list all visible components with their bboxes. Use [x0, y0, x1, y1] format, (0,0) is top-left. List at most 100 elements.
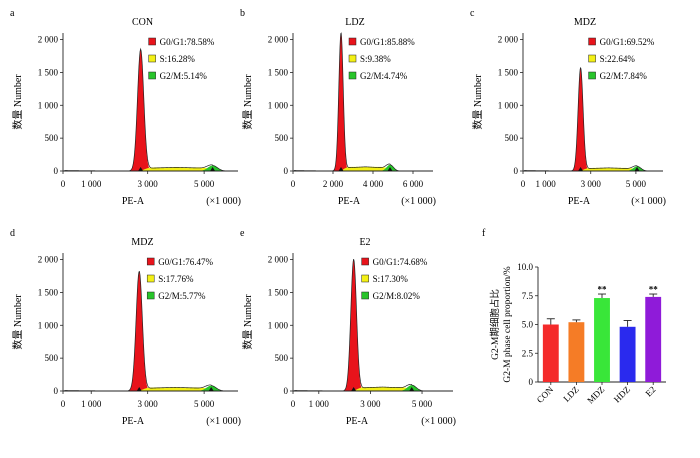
- panel-title: MDZ: [574, 17, 596, 28]
- significance-marker: **: [649, 285, 659, 295]
- panel-letter: b: [240, 8, 245, 19]
- y-axis-label: 数量 Number: [241, 294, 254, 350]
- legend-s-swatch: [361, 274, 369, 283]
- y-axis-label-en: G2-M phase cell proportion/%: [503, 266, 513, 382]
- x-axis-label: PE-A: [346, 416, 369, 427]
- legend-g2m-label: G2/M:4.74%: [360, 71, 408, 81]
- y-axis-label: 数量 Number: [471, 74, 484, 130]
- peak-marker: [409, 387, 415, 391]
- y-tick-label: 1 000: [498, 100, 519, 110]
- panel-letter: c: [470, 8, 475, 19]
- y-tick-label: 1 000: [38, 100, 59, 110]
- s-phase-area: [341, 166, 390, 171]
- y-tick-label: 1 000: [268, 320, 289, 330]
- panel-letter: f: [482, 228, 486, 239]
- x-tick-label: 3 000: [138, 179, 159, 189]
- g0g1-peak: [125, 49, 157, 171]
- x-tick-label: 1 000: [81, 399, 102, 409]
- y-tick-label: 2 000: [268, 35, 289, 45]
- histogram-panel-c: c MDZ 0 500 1 000 1 500 2 000 0 1 000 3 000 5 000 数…: [470, 8, 666, 207]
- y-tick-label: 1 500: [498, 67, 519, 77]
- panel-title: LDZ: [345, 17, 364, 28]
- x-tick-label: CON: [535, 384, 556, 405]
- y-tick-label: 10.0: [517, 262, 533, 272]
- peak-marker: [387, 167, 393, 171]
- legend-g2m-swatch: [146, 291, 155, 300]
- panel-title: CON: [132, 17, 153, 28]
- y-tick-label: 5.0: [522, 320, 534, 330]
- y-tick-label: 2 000: [498, 35, 519, 45]
- s-phase-area: [353, 387, 412, 391]
- g0g1-peak: [123, 271, 155, 391]
- x-axis-label: PE-A: [568, 196, 591, 207]
- x-tick-label: 3 000: [360, 399, 381, 409]
- y-tick-label: 500: [275, 353, 289, 363]
- x-tick-label: 5 000: [626, 179, 647, 189]
- peak-marker: [138, 167, 144, 171]
- y-tick-label: 0: [54, 166, 59, 176]
- histogram-envelope: [524, 67, 662, 172]
- peak-marker: [208, 387, 214, 391]
- histogram-envelope: [64, 270, 237, 392]
- x-tick-label: 1 000: [535, 179, 556, 189]
- x-tick-label: 5 000: [194, 179, 215, 189]
- peak-marker: [578, 167, 584, 171]
- y-tick-label: 500: [505, 133, 519, 143]
- bar-hdz: [619, 326, 636, 382]
- peak-marker: [634, 167, 640, 171]
- legend-g0g1-label: G0/G1:74.68%: [373, 257, 428, 267]
- histogram-panel-e: e E2 0 500 1 000 1 500 2 000 0 1 000 3 000 5 000 数量…: [240, 228, 456, 427]
- y-axis-label: 数量 Number: [11, 294, 24, 350]
- y-axis-label-cn: G2-M期细胞占比: [489, 289, 501, 360]
- x-tick-label: 0: [61, 399, 66, 409]
- s-phase-area: [140, 167, 213, 171]
- legend-s-label: S:22.64%: [600, 54, 636, 64]
- bar-e2: [645, 296, 662, 382]
- legend-g0g1-label: G0/G1:78.58%: [160, 37, 215, 47]
- y-tick-label: 1 500: [268, 287, 289, 297]
- x-axis-unit: (×1 000): [206, 416, 241, 427]
- legend-s-swatch: [148, 54, 156, 63]
- x-tick-label: 5 000: [412, 399, 433, 409]
- legend-g0g1-swatch: [146, 257, 155, 266]
- bar-con: [542, 324, 559, 382]
- x-axis-label: PE-A: [338, 196, 361, 207]
- legend-g2m-swatch: [361, 291, 369, 300]
- x-tick-label: E2: [643, 384, 657, 398]
- x-tick-label: LDZ: [561, 384, 580, 403]
- x-tick-label: 1 000: [309, 399, 330, 409]
- histogram-panel-d: d MDZ 0 500 1 000 1 500 2 000 0 1 000 3 000 5 000 数…: [10, 228, 241, 427]
- y-tick-label: 0: [54, 386, 59, 396]
- s-phase-area: [139, 387, 212, 391]
- legend-g0g1-swatch: [348, 37, 357, 46]
- legend-s-swatch: [146, 274, 155, 283]
- y-tick-label: 0: [284, 386, 289, 396]
- legend-g2m-label: G2/M:5.77%: [158, 291, 206, 301]
- significance-marker: **: [598, 285, 608, 295]
- y-tick-label: 0: [529, 377, 534, 387]
- peak-marker: [210, 167, 216, 171]
- y-tick-label: 7.5: [522, 291, 534, 301]
- x-tick-label: 1 000: [81, 179, 102, 189]
- y-tick-label: 500: [45, 133, 59, 143]
- y-tick-label: 0: [284, 166, 289, 176]
- histogram-panel-b: b LDZ 0 500 1 000 1 500 2 000 0 2 000 4 000 6 000 数…: [240, 8, 436, 207]
- panel-letter: a: [10, 8, 15, 19]
- panel-title: E2: [359, 237, 370, 248]
- legend-g2m-swatch: [148, 71, 156, 80]
- x-tick-label: 3 000: [581, 179, 602, 189]
- legend-g2m-label: G2/M:5.14%: [160, 71, 208, 81]
- g0g1-peak: [339, 259, 368, 391]
- x-tick-label: 3 000: [138, 399, 159, 409]
- legend-s-label: S:16.28%: [160, 54, 196, 64]
- legend-g0g1-swatch: [588, 37, 596, 46]
- y-tick-label: 1 500: [38, 287, 59, 297]
- peak-marker: [351, 387, 357, 391]
- y-axis-label: 数量 Number: [241, 74, 254, 130]
- histogram-panel-a: a CON 0 500 1 000 1 500 2 000 0 1 000 3 000 5 000 数…: [10, 8, 241, 207]
- legend-g0g1-swatch: [361, 257, 369, 266]
- histogram-envelope: [64, 47, 237, 172]
- legend-g2m-swatch: [348, 71, 357, 80]
